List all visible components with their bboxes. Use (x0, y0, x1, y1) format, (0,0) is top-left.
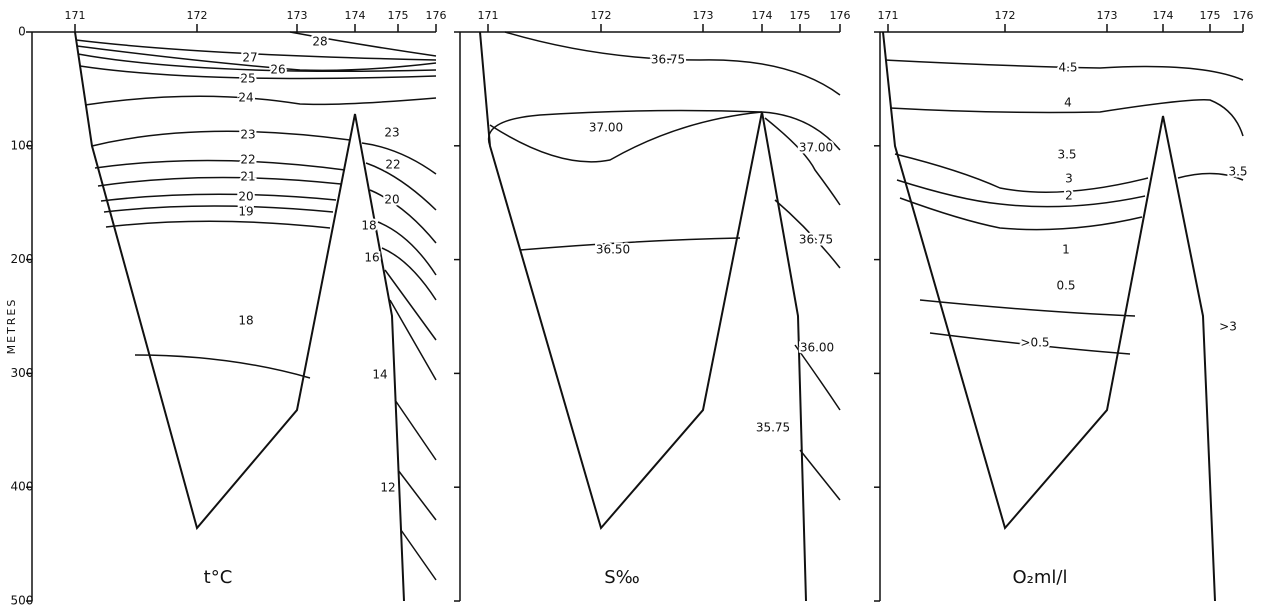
bottom-profile (479, 31, 807, 602)
contour-label: 23 (240, 128, 255, 142)
y-tick-label: 400 (11, 480, 34, 494)
station-label: 174 (345, 9, 366, 22)
contour-label: 26 (270, 63, 285, 77)
contour-label: 18 (361, 219, 376, 233)
station-label: 172 (995, 9, 1016, 22)
contour-label: >0.5 (1020, 336, 1049, 350)
contour-label: 23 (384, 126, 399, 140)
station-label: 171 (878, 9, 899, 22)
y-tick-label: 200 (11, 252, 34, 266)
contour-label: 4.5 (1058, 61, 1077, 75)
station-label: 173 (1097, 9, 1118, 22)
station-label: 172 (591, 9, 612, 22)
y-tick-label: 500 (11, 594, 34, 608)
station-label: 174 (752, 9, 773, 22)
contour-label: 36.00 (800, 341, 834, 355)
contour-label: 1 (1062, 243, 1070, 257)
contour-label: 35.75 (756, 421, 790, 435)
contour-label: 19 (238, 205, 253, 219)
contour-label: 24 (238, 91, 253, 105)
contour-label: 25 (240, 72, 255, 86)
contour-label: 36.75 (799, 233, 833, 247)
panel-label: O₂ml/l (1013, 567, 1068, 588)
y-tick-label: 100 (11, 138, 34, 152)
contour-label: 20 (238, 190, 253, 204)
station-label: 174 (1153, 9, 1174, 22)
station-label: 172 (187, 9, 208, 22)
contour-label: 3 (1065, 172, 1073, 186)
station-label: 173 (693, 9, 714, 22)
contour-label: 18 (238, 314, 253, 328)
station-label: 173 (287, 9, 308, 22)
station-label: 176 (426, 9, 447, 22)
contour-label: 37.00 (589, 121, 623, 135)
panel-label: S‰ (604, 567, 640, 588)
station-label: 175 (790, 9, 811, 22)
contour-label: 28 (312, 35, 327, 49)
contour-label: 36.50 (596, 243, 630, 257)
station-label: 171 (478, 9, 499, 22)
contour-label: 20 (384, 193, 399, 207)
contour-label: 4 (1064, 96, 1072, 110)
contour-label: 2 (1065, 189, 1073, 203)
contour-labels: 28 27 26 25 24 23 22 21 20 19 18 23 22 2… (236, 33, 1249, 497)
contour-label: 3.5 (1228, 165, 1247, 179)
contour-label: 37.00 (799, 141, 833, 155)
station-label: 175 (388, 9, 409, 22)
panel-label: t°C (204, 567, 233, 588)
y-tick-label: 0 (18, 25, 26, 39)
contour-label: 27 (242, 51, 257, 65)
y-tick-label: 300 (11, 366, 34, 380)
bottom-profile (882, 31, 1216, 602)
station-label: 175 (1200, 9, 1221, 22)
contour-label: 3.5 (1057, 148, 1076, 162)
contour-label: 22 (240, 153, 255, 167)
contour-label: 36.75 (651, 53, 685, 67)
contour-label: 14 (372, 368, 387, 382)
contour-label: 22 (385, 158, 400, 172)
contour-label: 12 (380, 481, 395, 495)
station-label: 171 (65, 9, 86, 22)
contour-label: 21 (240, 170, 255, 184)
contour-label: 16 (364, 251, 379, 265)
station-label: 176 (1233, 9, 1254, 22)
contours (75, 31, 1244, 581)
y-axis-label: METRES (5, 298, 18, 355)
station-label: 176 (830, 9, 851, 22)
contour-label: >3 (1219, 320, 1237, 334)
contour-label: 0.5 (1056, 279, 1075, 293)
